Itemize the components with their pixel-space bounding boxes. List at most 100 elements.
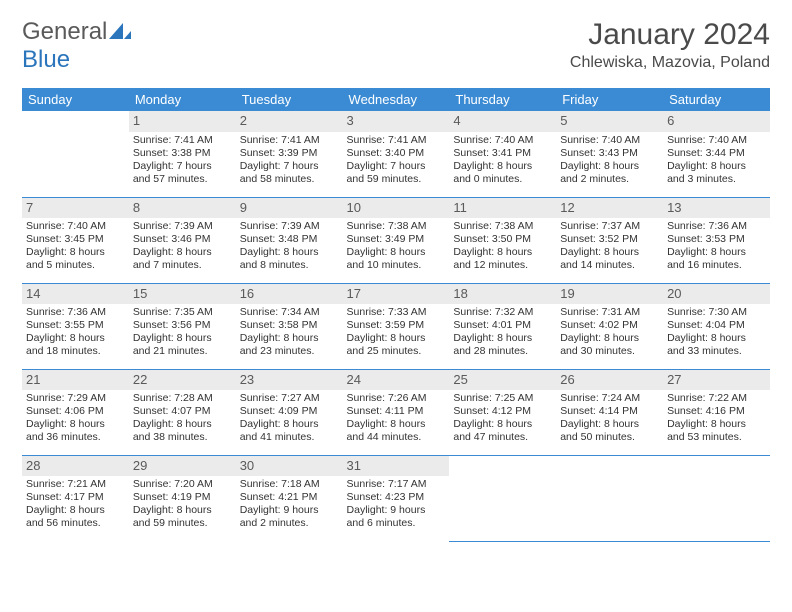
daylight-text: Daylight: 8 hours [347,418,446,431]
calendar-cell: 24Sunrise: 7:26 AMSunset: 4:11 PMDayligh… [343,369,450,455]
daylight-text: Daylight: 8 hours [560,332,659,345]
calendar-cell: 2Sunrise: 7:41 AMSunset: 3:39 PMDaylight… [236,111,343,197]
logo-text-blue: Blue [22,46,70,73]
title-block: January 2024 Chlewiska, Mazovia, Poland [570,18,770,72]
calendar-cell: 15Sunrise: 7:35 AMSunset: 3:56 PMDayligh… [129,283,236,369]
daylight-text: Daylight: 8 hours [667,160,766,173]
calendar-cell: 26Sunrise: 7:24 AMSunset: 4:14 PMDayligh… [556,369,663,455]
sunset-text: Sunset: 3:49 PM [347,233,446,246]
day-header: Wednesday [343,88,450,111]
daylight-text: and 53 minutes. [667,431,766,444]
daylight-text: and 58 minutes. [240,173,339,186]
sunset-text: Sunset: 4:01 PM [453,319,552,332]
sunset-text: Sunset: 4:21 PM [240,491,339,504]
sunset-text: Sunset: 4:16 PM [667,405,766,418]
location: Chlewiska, Mazovia, Poland [570,54,770,72]
calendar-cell: 27Sunrise: 7:22 AMSunset: 4:16 PMDayligh… [663,369,770,455]
calendar-cell: 21Sunrise: 7:29 AMSunset: 4:06 PMDayligh… [22,369,129,455]
day-header: Friday [556,88,663,111]
sunset-text: Sunset: 4:11 PM [347,405,446,418]
daylight-text: Daylight: 8 hours [240,332,339,345]
sunrise-text: Sunrise: 7:24 AM [560,392,659,405]
day-number: 6 [663,111,770,131]
calendar-cell: 7Sunrise: 7:40 AMSunset: 3:45 PMDaylight… [22,197,129,283]
calendar-cell [22,111,129,197]
daylight-text: and 3 minutes. [667,173,766,186]
calendar-week-row: 1Sunrise: 7:41 AMSunset: 3:38 PMDaylight… [22,111,770,197]
sunset-text: Sunset: 3:55 PM [26,319,125,332]
day-number: 30 [236,456,343,476]
calendar-week-row: 21Sunrise: 7:29 AMSunset: 4:06 PMDayligh… [22,369,770,455]
daylight-text: and 2 minutes. [240,517,339,530]
sunset-text: Sunset: 3:53 PM [667,233,766,246]
calendar-cell: 5Sunrise: 7:40 AMSunset: 3:43 PMDaylight… [556,111,663,197]
day-number: 31 [343,456,450,476]
daylight-text: and 28 minutes. [453,345,552,358]
calendar-cell: 22Sunrise: 7:28 AMSunset: 4:07 PMDayligh… [129,369,236,455]
calendar-cell: 20Sunrise: 7:30 AMSunset: 4:04 PMDayligh… [663,283,770,369]
daylight-text: Daylight: 8 hours [133,332,232,345]
sunset-text: Sunset: 4:23 PM [347,491,446,504]
day-number: 20 [663,284,770,304]
calendar-cell [663,455,770,541]
sunset-text: Sunset: 3:41 PM [453,147,552,160]
day-number: 21 [22,370,129,390]
daylight-text: and 33 minutes. [667,345,766,358]
day-number: 13 [663,198,770,218]
day-number: 15 [129,284,236,304]
calendar-cell: 8Sunrise: 7:39 AMSunset: 3:46 PMDaylight… [129,197,236,283]
sunset-text: Sunset: 3:46 PM [133,233,232,246]
daylight-text: and 50 minutes. [560,431,659,444]
daylight-text: Daylight: 8 hours [26,418,125,431]
daylight-text: and 41 minutes. [240,431,339,444]
sunrise-text: Sunrise: 7:41 AM [133,134,232,147]
daylight-text: Daylight: 8 hours [347,332,446,345]
calendar-week-row: 7Sunrise: 7:40 AMSunset: 3:45 PMDaylight… [22,197,770,283]
calendar-cell: 3Sunrise: 7:41 AMSunset: 3:40 PMDaylight… [343,111,450,197]
sunrise-text: Sunrise: 7:36 AM [26,306,125,319]
sunset-text: Sunset: 3:39 PM [240,147,339,160]
calendar-cell [449,455,556,541]
calendar-cell: 23Sunrise: 7:27 AMSunset: 4:09 PMDayligh… [236,369,343,455]
daylight-text: and 47 minutes. [453,431,552,444]
daylight-text: Daylight: 8 hours [453,160,552,173]
sunset-text: Sunset: 3:52 PM [560,233,659,246]
day-number: 25 [449,370,556,390]
daylight-text: and 18 minutes. [26,345,125,358]
daylight-text: and 12 minutes. [453,259,552,272]
daylight-text: Daylight: 8 hours [453,418,552,431]
sunrise-text: Sunrise: 7:25 AM [453,392,552,405]
sunset-text: Sunset: 4:19 PM [133,491,232,504]
sunset-text: Sunset: 3:43 PM [560,147,659,160]
logo: General Blue [22,18,131,74]
daylight-text: Daylight: 7 hours [240,160,339,173]
daylight-text: and 25 minutes. [347,345,446,358]
sunset-text: Sunset: 4:17 PM [26,491,125,504]
calendar-week-row: 14Sunrise: 7:36 AMSunset: 3:55 PMDayligh… [22,283,770,369]
sunrise-text: Sunrise: 7:39 AM [240,220,339,233]
logo-text-wrap: General Blue [22,18,131,74]
sunset-text: Sunset: 4:06 PM [26,405,125,418]
day-header: Sunday [22,88,129,111]
daylight-text: and 5 minutes. [26,259,125,272]
calendar-cell: 16Sunrise: 7:34 AMSunset: 3:58 PMDayligh… [236,283,343,369]
sunset-text: Sunset: 4:14 PM [560,405,659,418]
month-title: January 2024 [570,18,770,52]
day-number: 26 [556,370,663,390]
sunrise-text: Sunrise: 7:40 AM [667,134,766,147]
day-number: 9 [236,198,343,218]
day-number: 11 [449,198,556,218]
day-header: Saturday [663,88,770,111]
sunset-text: Sunset: 4:09 PM [240,405,339,418]
calendar-cell: 1Sunrise: 7:41 AMSunset: 3:38 PMDaylight… [129,111,236,197]
sunrise-text: Sunrise: 7:18 AM [240,478,339,491]
calendar-cell: 10Sunrise: 7:38 AMSunset: 3:49 PMDayligh… [343,197,450,283]
sunrise-text: Sunrise: 7:37 AM [560,220,659,233]
day-number: 5 [556,111,663,131]
calendar-cell: 14Sunrise: 7:36 AMSunset: 3:55 PMDayligh… [22,283,129,369]
day-number: 23 [236,370,343,390]
daylight-text: and 21 minutes. [133,345,232,358]
daylight-text: Daylight: 8 hours [560,160,659,173]
calendar-cell: 12Sunrise: 7:37 AMSunset: 3:52 PMDayligh… [556,197,663,283]
calendar-cell: 6Sunrise: 7:40 AMSunset: 3:44 PMDaylight… [663,111,770,197]
